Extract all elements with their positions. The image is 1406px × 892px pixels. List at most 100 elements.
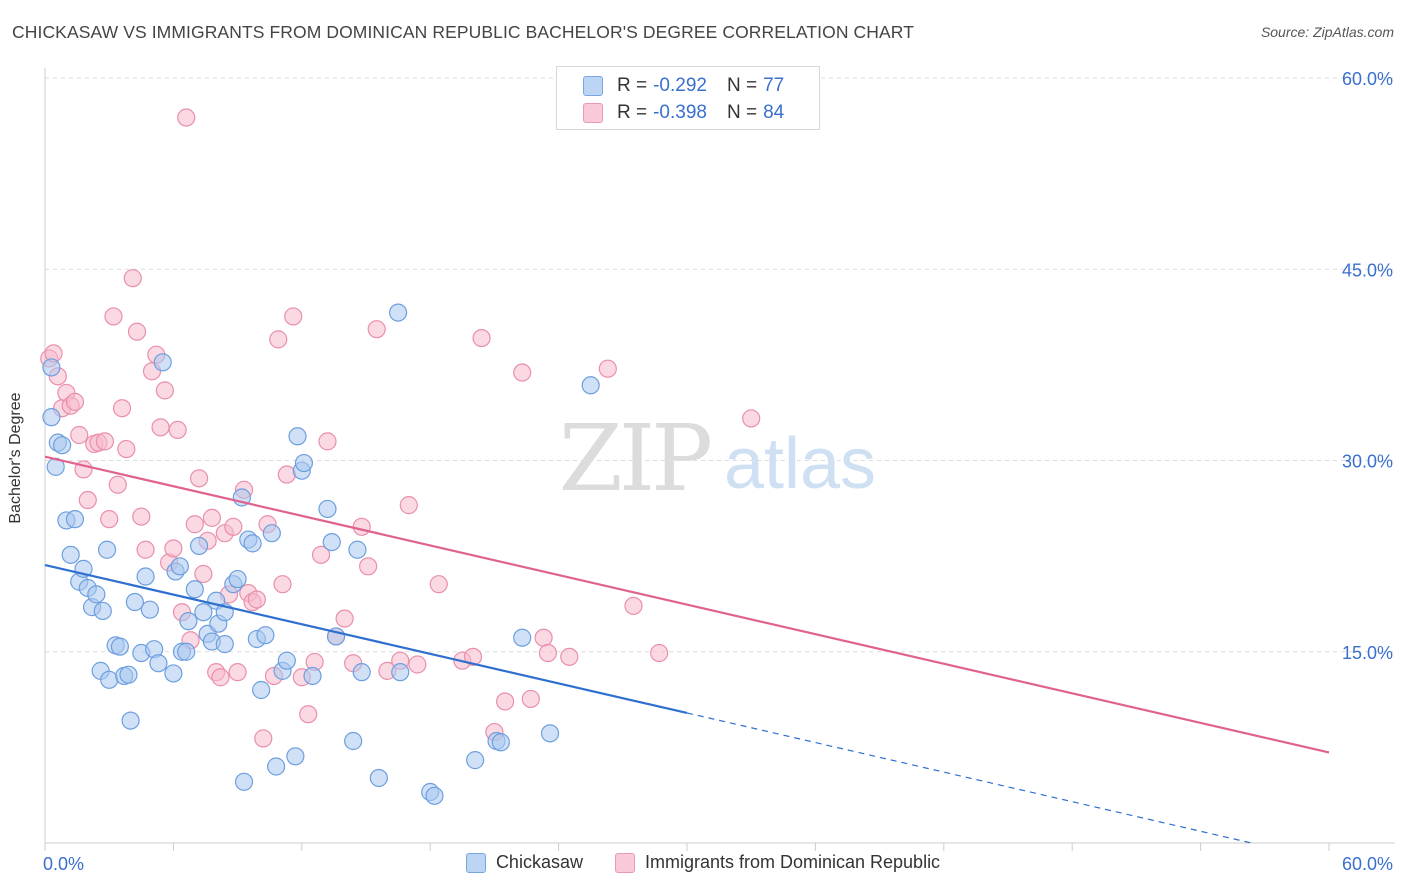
point-dominican xyxy=(284,307,303,326)
y-tick-label: 60.0% xyxy=(1342,69,1393,89)
point-dominican xyxy=(367,320,386,339)
point-chickasaw xyxy=(348,540,367,559)
legend-label-chickasaw: Chickasaw xyxy=(495,852,583,872)
point-dominican xyxy=(112,399,132,418)
point-chickasaw xyxy=(252,680,271,700)
legend-swatch-blue xyxy=(583,76,603,96)
point-dominican xyxy=(132,507,151,526)
point-chickasaw xyxy=(425,786,444,805)
point-chickasaw xyxy=(61,545,80,564)
point-dominican xyxy=(117,439,136,459)
point-dominican xyxy=(194,564,213,584)
point-dominican xyxy=(742,409,761,428)
point-chickasaw xyxy=(87,585,106,604)
point-chickasaw xyxy=(581,376,600,395)
point-dominican xyxy=(70,425,89,445)
point-dominican xyxy=(254,729,273,748)
legend-r-value: -0.292 xyxy=(653,75,707,96)
point-chickasaw xyxy=(189,536,209,556)
legend-r-label: R = xyxy=(617,75,648,96)
point-dominican xyxy=(100,510,119,529)
point-chickasaw xyxy=(177,642,196,661)
point-chickasaw xyxy=(391,663,410,682)
point-chickasaw xyxy=(294,453,314,473)
point-chickasaw xyxy=(53,436,72,455)
point-chickasaw xyxy=(540,724,560,743)
point-dominican xyxy=(151,418,170,437)
point-dominican xyxy=(104,307,123,326)
legend-swatch-pink xyxy=(583,103,603,123)
watermark-zip: ZIP xyxy=(559,405,710,512)
legend-n-value: 77 xyxy=(763,75,785,96)
point-chickasaw xyxy=(179,612,198,631)
point-dominican xyxy=(560,647,579,666)
x-tick-label: 60.0% xyxy=(1342,854,1393,874)
point-chickasaw xyxy=(256,626,275,645)
legend-item-chickasaw: Chickasaw xyxy=(465,852,583,873)
point-dominican xyxy=(155,381,174,400)
point-chickasaw xyxy=(100,670,119,689)
point-dominican xyxy=(538,643,558,663)
point-dominican xyxy=(650,643,669,663)
point-dominican xyxy=(95,432,115,451)
chart-title: CHICKASAW VS IMMIGRANTS FROM DOMINICAN R… xyxy=(12,22,914,42)
point-dominican xyxy=(224,517,243,536)
point-dominican xyxy=(429,575,448,594)
legend-swatch-blue xyxy=(465,852,486,873)
point-chickasaw xyxy=(369,768,388,788)
point-dominican xyxy=(168,420,187,439)
point-dominican xyxy=(463,647,483,666)
point-chickasaw xyxy=(164,664,183,683)
point-chickasaw xyxy=(303,666,322,686)
watermark-atlas: atlas xyxy=(724,424,876,504)
point-chickasaw xyxy=(194,603,213,622)
watermark: ZIP atlas xyxy=(559,405,876,512)
point-chickasaw xyxy=(119,665,138,684)
point-chickasaw xyxy=(243,534,262,553)
point-dominican xyxy=(185,515,204,534)
point-chickasaw xyxy=(513,628,532,647)
point-dominican xyxy=(399,496,418,515)
point-dominican xyxy=(247,590,266,609)
point-chickasaw xyxy=(262,524,281,543)
point-dominican xyxy=(189,469,209,488)
point-dominican xyxy=(496,692,515,711)
legend-item-dominican: Immigrants from Dominican Republic xyxy=(614,852,941,873)
point-chickasaw xyxy=(277,651,296,670)
point-chickasaw xyxy=(153,353,172,372)
point-dominican xyxy=(277,465,296,484)
point-chickasaw xyxy=(42,358,61,377)
point-dominican xyxy=(202,508,222,527)
legend-label-dominican: Immigrants from Dominican Republic xyxy=(644,852,941,872)
point-chickasaw xyxy=(93,601,112,621)
legend-row-chickasaw: R = -0.292 N = 77 xyxy=(583,73,804,99)
point-dominican xyxy=(472,329,491,348)
point-dominican xyxy=(177,108,196,127)
legend-swatch-pink xyxy=(614,852,635,873)
point-chickasaw xyxy=(136,567,155,586)
point-chickasaw xyxy=(185,580,204,599)
point-chickasaw xyxy=(267,757,286,776)
point-chickasaw xyxy=(318,499,337,519)
point-chickasaw xyxy=(466,751,485,770)
trend-line-dominican xyxy=(44,455,1330,754)
point-chickasaw xyxy=(140,600,159,619)
point-chickasaw xyxy=(65,510,85,529)
point-dominican xyxy=(598,359,617,378)
point-chickasaw xyxy=(389,303,408,322)
legend-r-label: R = xyxy=(617,102,648,123)
point-dominican xyxy=(123,269,142,288)
point-chickasaw xyxy=(110,637,130,656)
point-chickasaw xyxy=(121,711,140,730)
point-dominican xyxy=(164,539,183,558)
point-dominican xyxy=(352,517,371,536)
source-credit: Source: ZipAtlas.com xyxy=(1260,24,1394,40)
trend-line-chickasaw-extension xyxy=(686,712,1252,844)
point-chickasaw xyxy=(170,557,189,576)
gridlines xyxy=(45,77,1395,653)
point-chickasaw xyxy=(344,731,363,751)
point-dominican xyxy=(78,490,97,510)
point-chickasaw xyxy=(288,427,307,446)
axes xyxy=(44,68,1395,851)
